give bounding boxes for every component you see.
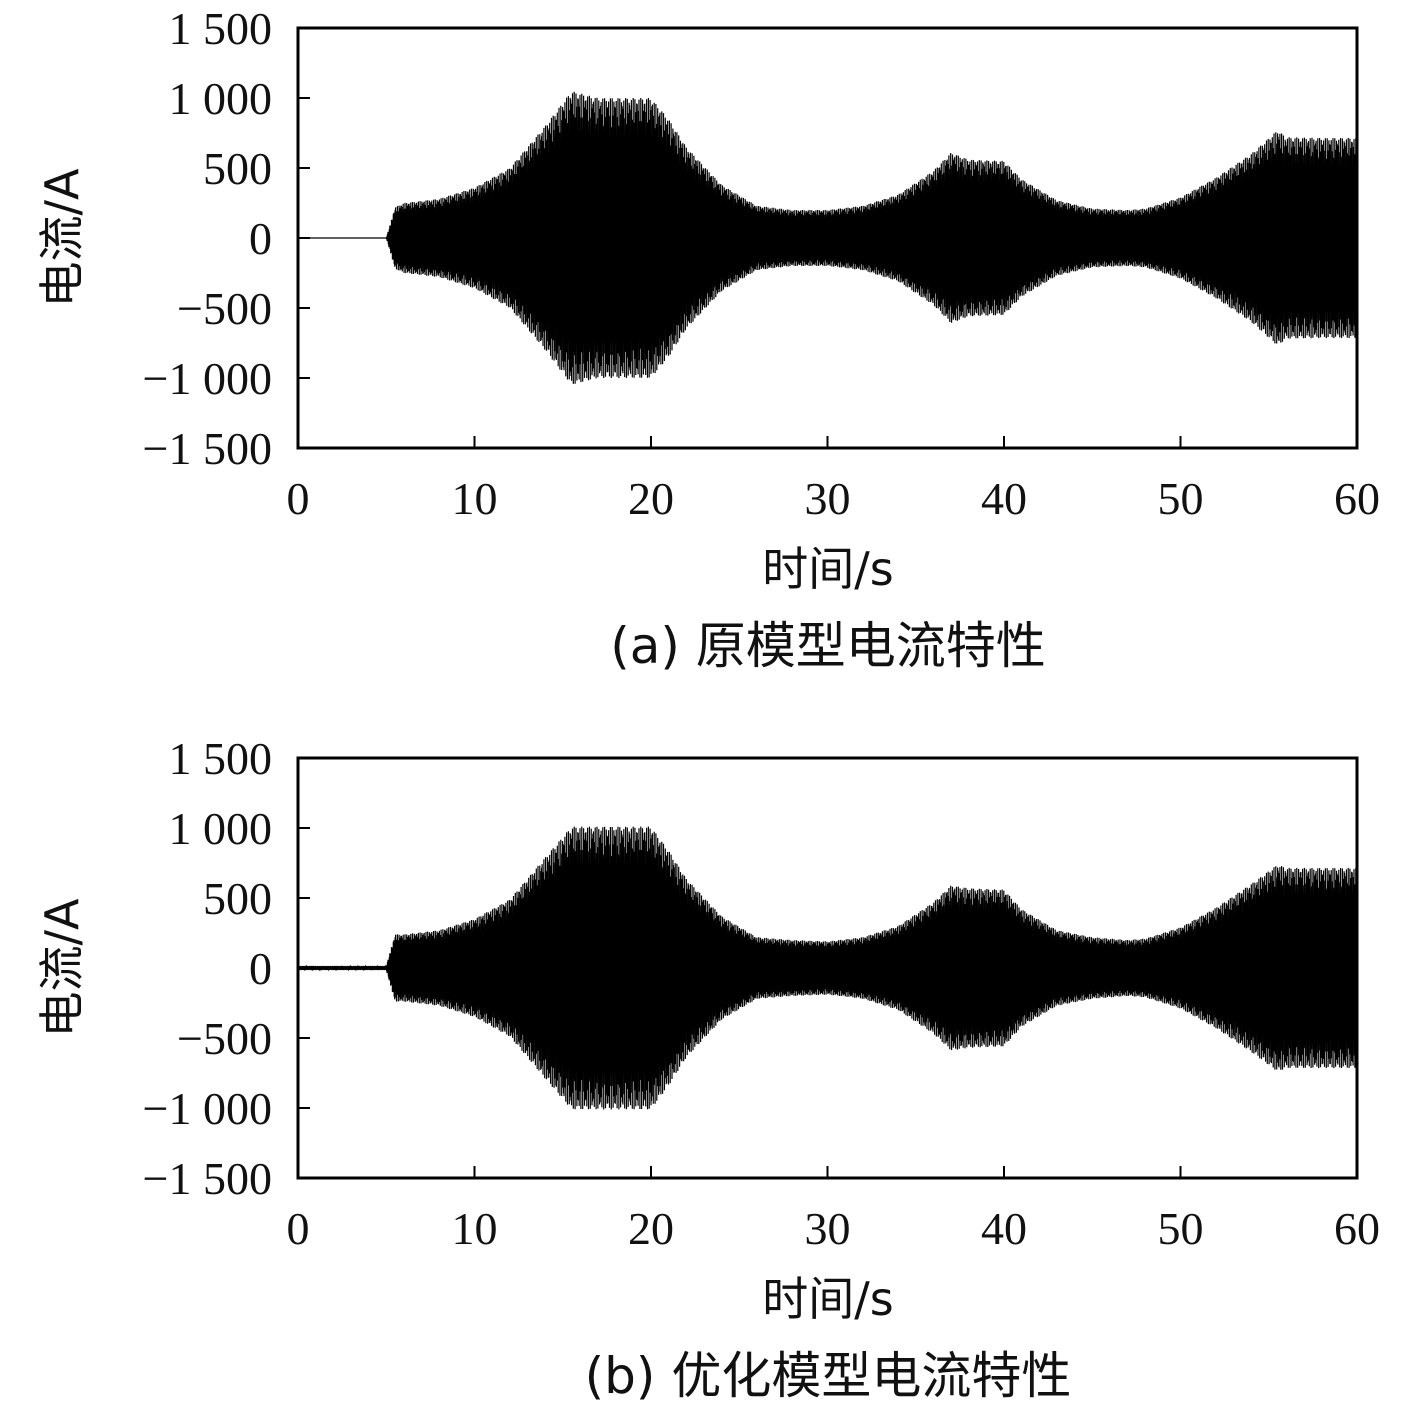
y-tick-label-a: −500 xyxy=(177,283,272,334)
x-tick-label-a: 60 xyxy=(1334,473,1380,524)
x-tick-label-a: 0 xyxy=(287,473,310,524)
y-tick-label-b: 1 000 xyxy=(169,803,273,854)
y-tick-label-b: −1 500 xyxy=(143,1153,272,1204)
y-axis-label-a: 电流/A xyxy=(35,168,89,307)
x-axis-label-a: 时间/s xyxy=(762,542,893,596)
x-tick-label-a: 50 xyxy=(1158,473,1204,524)
x-tick-label-b: 20 xyxy=(628,1203,674,1254)
x-axis-label-b: 时间/s xyxy=(762,1272,893,1326)
current-waveform-b xyxy=(297,826,1358,1110)
plot-b-area xyxy=(297,826,1358,1110)
y-tick-label-b: −1 000 xyxy=(143,1083,272,1134)
x-tick-label-b: 0 xyxy=(287,1203,310,1254)
y-tick-label-a: 1 500 xyxy=(169,3,273,54)
y-tick-label-a: −1 500 xyxy=(143,423,272,474)
x-tick-label-a: 10 xyxy=(452,473,498,524)
x-tick-label-b: 10 xyxy=(452,1203,498,1254)
plot-a-area xyxy=(298,91,1358,384)
panel-a: 0 10 20 30 40 50 60 1 500 1 000 500 0 −500 −1 000 −1 … xyxy=(35,3,1380,675)
x-tick-label-b: 30 xyxy=(805,1203,851,1254)
caption-b: (b) 优化模型电流特性 xyxy=(585,1347,1072,1405)
y-tick-label-b: 1 500 xyxy=(169,733,273,784)
y-tick-label-a: 500 xyxy=(203,143,272,194)
x-tick-label-a: 40 xyxy=(981,473,1027,524)
y-tick-label-a: 1 000 xyxy=(169,73,273,124)
x-tick-label-b: 40 xyxy=(981,1203,1027,1254)
y-tick-label-b: −500 xyxy=(177,1013,272,1064)
current-waveform-a xyxy=(298,91,1358,384)
y-tick-label-b: 0 xyxy=(249,943,272,994)
caption-a: (a) 原模型电流特性 xyxy=(610,617,1046,675)
x-tick-label-b: 50 xyxy=(1158,1203,1204,1254)
y-axis-label-b: 电流/A xyxy=(35,898,89,1037)
x-tick-label-a: 30 xyxy=(805,473,851,524)
y-tick-label-a: −1 000 xyxy=(143,353,272,404)
plot-b-ticks: 0 10 20 30 40 50 60 1 500 1 000 500 0 −500 −1 000 −1 … xyxy=(143,733,1380,1254)
x-tick-label-b: 60 xyxy=(1334,1203,1380,1254)
plot-a-ticks: 0 10 20 30 40 50 60 1 500 1 000 500 0 −500 −1 000 −1 … xyxy=(143,3,1380,524)
panel-b: 0 10 20 30 40 50 60 1 500 1 000 500 0 −500 −1 000 −1 … xyxy=(35,733,1380,1405)
x-tick-label-a: 20 xyxy=(628,473,674,524)
y-tick-label-a: 0 xyxy=(249,213,272,264)
y-tick-label-b: 500 xyxy=(203,873,272,924)
